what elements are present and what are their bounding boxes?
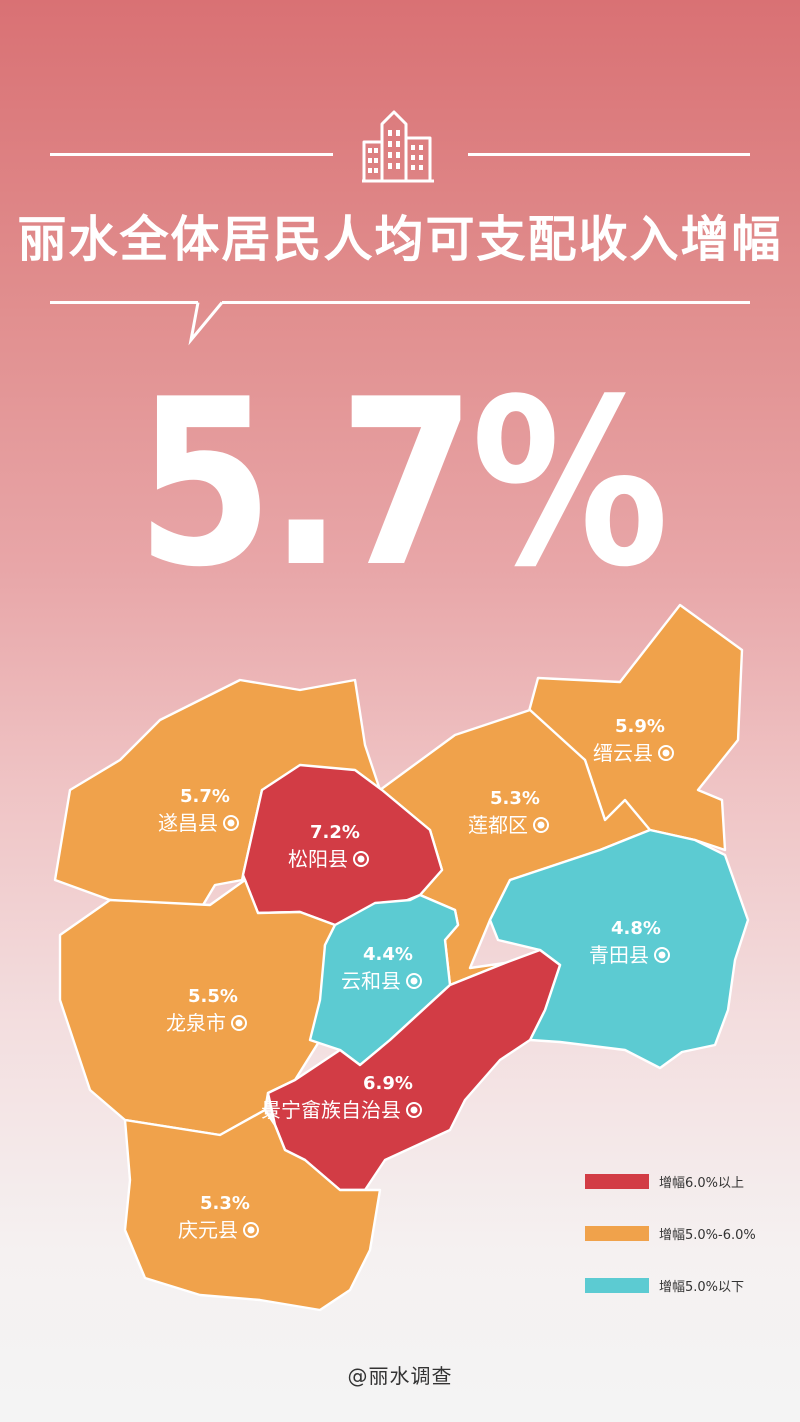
speech-rule-left: [50, 301, 198, 304]
location-marker-dot: [658, 951, 666, 959]
region-label: 5.3% 庆元县: [178, 1193, 259, 1242]
region-value: 6.9%: [363, 1073, 413, 1094]
region-name: 云和县: [341, 969, 401, 993]
region-value: 7.2%: [310, 822, 360, 843]
legend-item-5-6: 增幅5.0%-6.0%: [585, 1223, 756, 1243]
page-title: 丽水全体居民人均可支配收入增幅: [17, 211, 783, 268]
location-marker-icon: [533, 817, 549, 833]
headline-value: 5.7%: [136, 351, 669, 618]
region-value: 5.5%: [188, 986, 238, 1007]
region-name: 景宁畲族自治县: [261, 1098, 401, 1122]
location-marker-dot: [410, 1106, 418, 1114]
region-name: 莲都区: [468, 813, 528, 837]
legend-swatch: [585, 1173, 649, 1189]
region-value: 4.4%: [363, 944, 413, 965]
location-marker-icon: [406, 1102, 422, 1118]
location-marker-dot: [247, 1226, 255, 1234]
legend-label: 增幅6.0%以上: [659, 1175, 745, 1191]
location-marker-dot: [537, 821, 545, 829]
region-value: 5.9%: [615, 716, 665, 737]
map-labels: 5.7% 遂昌县 7.2% 松阳县 5.3% 莲都区 5.9% 缙云县 4.8% 青田县 4.4% 云…: [158, 716, 674, 1242]
region-suichang: [53, 678, 382, 912]
region-label: 5.3% 莲都区: [468, 788, 549, 837]
region-value: 5.3%: [490, 788, 540, 809]
location-marker-icon: [658, 745, 674, 761]
legend-item-below-5: 增幅5.0%以下: [585, 1275, 744, 1295]
speech-rule-right: [222, 301, 750, 304]
region-value: 5.3%: [200, 1193, 250, 1214]
region-label: 4.4% 云和县: [341, 944, 422, 993]
region-name: 遂昌县: [158, 811, 218, 835]
legend-swatch: [585, 1225, 649, 1241]
region-name: 青田县: [589, 943, 649, 967]
legend-label: 增幅5.0%-6.0%: [659, 1227, 756, 1243]
legend-item-above-6: 增幅6.0%以上: [585, 1171, 744, 1191]
legend-label: 增幅5.0%以下: [659, 1279, 745, 1295]
city-buildings-icon: [362, 110, 434, 183]
region-value: 5.7%: [180, 786, 230, 807]
location-marker-dot: [227, 819, 235, 827]
speech-pointer-icon: [188, 301, 224, 346]
region-label: 6.9% 景宁畲族自治县: [261, 1073, 422, 1122]
region-name: 龙泉市: [166, 1011, 226, 1035]
region-name: 松阳县: [288, 847, 348, 871]
region-label: 4.8% 青田县: [589, 918, 670, 967]
legend-swatch: [585, 1277, 649, 1293]
region-value: 4.8%: [611, 918, 661, 939]
location-marker-icon: [353, 851, 369, 867]
region-qingtian: [488, 828, 750, 1070]
header-rule-left: [50, 153, 333, 156]
source-credit: @丽水调查: [347, 1364, 453, 1388]
header-rule-right: [468, 153, 750, 156]
region-name: 庆元县: [178, 1218, 238, 1242]
location-marker-icon: [406, 973, 422, 989]
region-qingyuan: [123, 1108, 382, 1312]
location-marker-icon: [654, 947, 670, 963]
location-marker-dot: [410, 977, 418, 985]
region-label: 7.2% 松阳县: [288, 822, 369, 871]
region-label: 5.7% 遂昌县: [158, 786, 239, 835]
region-label: 5.9% 缙云县: [593, 716, 674, 765]
location-marker-icon: [223, 815, 239, 831]
location-marker-dot: [235, 1019, 243, 1027]
location-marker-icon: [243, 1222, 259, 1238]
region-name: 缙云县: [593, 741, 653, 765]
location-marker-dot: [662, 749, 670, 757]
location-marker-icon: [231, 1015, 247, 1031]
region-label: 5.5% 龙泉市: [166, 986, 247, 1035]
location-marker-dot: [357, 855, 365, 863]
